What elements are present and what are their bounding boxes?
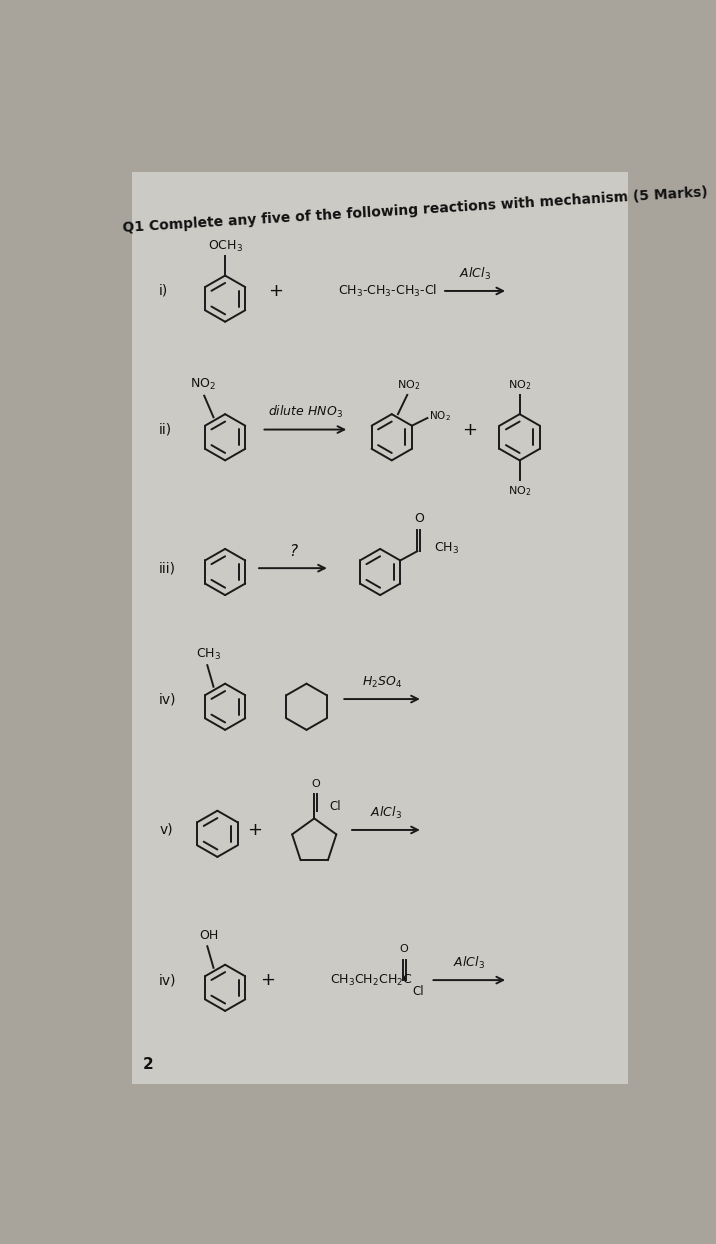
Text: Q1 Complete any five of the following reactions with mechanism (5 Marks): Q1 Complete any five of the following re… <box>122 185 708 235</box>
Text: OH: OH <box>199 929 218 942</box>
Text: CH$_3$-CH$_3$-CH$_3$-Cl: CH$_3$-CH$_3$-CH$_3$-Cl <box>337 282 437 299</box>
Text: iv): iv) <box>159 973 177 986</box>
Text: O: O <box>400 944 409 954</box>
Text: O: O <box>311 779 320 789</box>
Text: NO$_2$: NO$_2$ <box>508 484 531 498</box>
Text: iv): iv) <box>159 692 177 707</box>
Text: NO$_2$: NO$_2$ <box>190 377 216 392</box>
Text: O: O <box>414 513 424 525</box>
Text: NO$_2$: NO$_2$ <box>508 378 531 392</box>
Text: +: + <box>268 282 283 300</box>
Text: +: + <box>247 821 262 838</box>
Text: CH$_3$: CH$_3$ <box>435 541 460 556</box>
Text: +: + <box>462 420 477 439</box>
Text: AlCl$_3$: AlCl$_3$ <box>453 955 485 970</box>
Text: NO$_2$: NO$_2$ <box>429 409 451 423</box>
Text: OCH$_3$: OCH$_3$ <box>208 239 243 254</box>
Text: Cl: Cl <box>330 800 342 814</box>
Text: Cl: Cl <box>412 985 424 998</box>
Text: 2: 2 <box>142 1057 153 1072</box>
Text: dilute HNO$_3$: dilute HNO$_3$ <box>268 404 343 420</box>
Text: H$_2$SO$_4$: H$_2$SO$_4$ <box>362 674 402 690</box>
Text: AlCl$_3$: AlCl$_3$ <box>459 266 491 281</box>
Text: i): i) <box>159 284 168 299</box>
Text: iii): iii) <box>159 561 176 575</box>
FancyBboxPatch shape <box>132 172 628 1084</box>
Text: ?: ? <box>289 544 297 559</box>
Text: +: + <box>260 972 275 989</box>
Text: ii): ii) <box>159 423 173 437</box>
Text: CH$_3$CH$_2$CH$_2$C: CH$_3$CH$_2$CH$_2$C <box>330 973 412 988</box>
Text: v): v) <box>159 824 173 837</box>
Text: NO$_2$: NO$_2$ <box>397 378 420 392</box>
Text: AlCl$_3$: AlCl$_3$ <box>370 805 402 821</box>
Text: CH$_3$: CH$_3$ <box>196 647 221 662</box>
